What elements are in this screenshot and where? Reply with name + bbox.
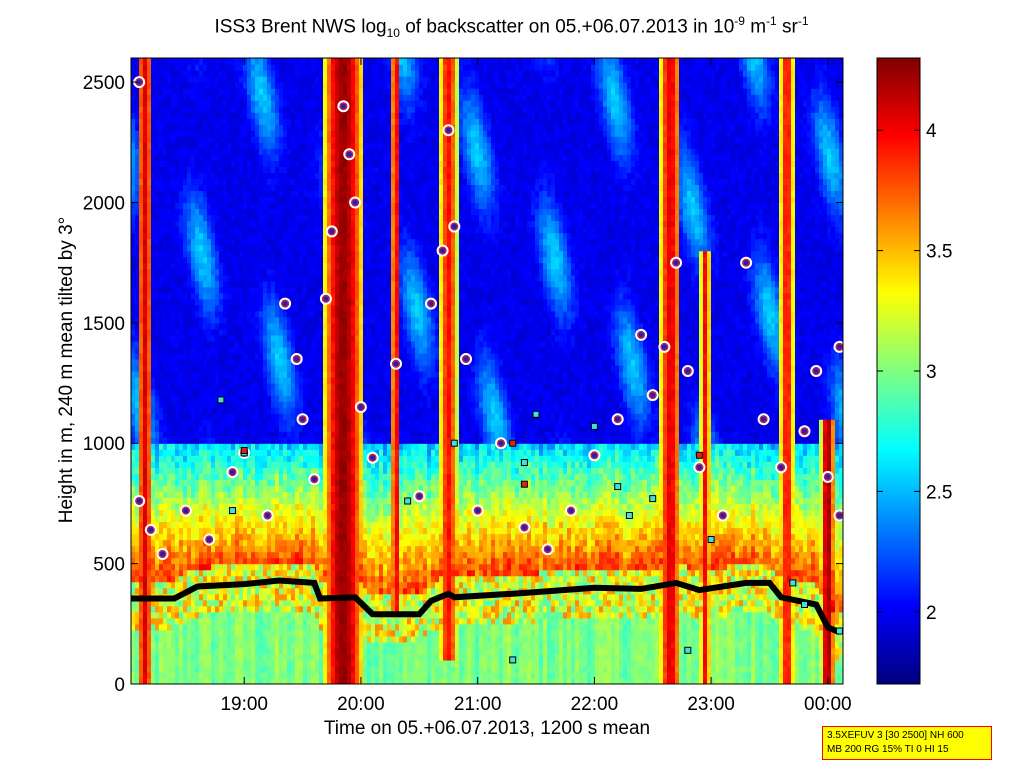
y-tick-label: 1000 [83,434,125,455]
x-tick-label: 23:00 [687,694,735,715]
cloud-flag-point [684,646,692,654]
aerosol-layer-series [133,76,843,560]
aerosol-layer-point-rim [368,453,377,462]
aerosol-layer-point-rim [462,355,470,363]
aerosol-layer-point-rim [543,545,552,554]
aerosol-layer-point-rim [147,526,155,534]
colorbar-tick-label: 2.5 [926,482,952,503]
aerosol-layer-point-rim [823,473,832,481]
aerosol-layer-point-rim [292,355,301,363]
aerosol-layer-point-rim [648,391,657,399]
x-axis-label: Time on 05.+06.07.2013, 1200 s mean [323,718,651,739]
info-line-1: 3.5XEFUV 3 [30 2500] NH 600 [827,730,964,741]
aerosol-layer-point-rim [438,246,447,255]
cloud-flag-point [649,495,657,503]
cloud-flag-point [532,410,540,418]
cloud-flag-point [836,627,843,635]
x-tick-label: 19:00 [220,694,268,715]
noise-flag-point [695,451,703,459]
aerosol-layer-point-rim [812,367,821,375]
mixing-layer-series [131,577,841,635]
aerosol-layer-point-rim [683,367,692,375]
mixing-layer-line [131,577,841,635]
cloud-flag-point [404,497,412,505]
colorbar [876,57,921,685]
aerosol-layer-point-rim [205,535,214,544]
aerosol-layer-point-rim [660,343,669,351]
y-tick-label: 2500 [83,73,125,94]
aerosol-layer-point-rim [613,415,622,424]
cloud-flag-point [707,536,715,543]
aerosol-layer-point-rim [263,511,272,520]
aerosol-layer-point-rim [444,126,453,135]
x-tick-label: 00:00 [804,694,852,715]
noise-flag-point [240,447,248,454]
aerosol-layer-point-rim [777,463,785,472]
x-tick-label: 20:00 [337,694,385,715]
cloud-flag-point [520,459,528,466]
aerosol-layer-point-rim [135,497,144,505]
aerosol-layer-point-rim [742,258,750,267]
settings-info-box: 3.5XEFUV 3 [30 2500] NH 600 MB 200 RG 15… [822,726,992,760]
aerosol-layer-point-rim [158,550,167,558]
aerosol-layer-point-rim [473,506,482,515]
aerosol-layer-point-rim [520,523,529,532]
aerosol-layer-point-rim [298,415,307,424]
colorbar-tick-label: 3.5 [926,242,952,263]
aerosol-layer-point-rim [322,294,330,303]
aerosol-layer-point-rim [281,299,289,308]
y-tick-label: 1500 [83,314,125,335]
y-tick-label: 2000 [83,193,125,214]
cloud-flag-point [614,483,622,491]
cloud-flag-point [590,422,598,430]
y-tick-label: 500 [93,555,125,576]
colorbar-ticks: 2 2.5 3 3.5 4 [877,121,952,624]
aerosol-layer-point-rim [497,439,505,448]
aerosol-layer-point-rim [672,258,680,267]
colorbar-tick-label: 2 [926,603,937,624]
aerosol-layer-point-rim [345,150,354,159]
aerosol-layer-point-rim [567,506,575,515]
aerosol-layer-point-rim [427,299,435,308]
aerosol-layer-point-rim [182,506,190,515]
plot-frame [130,57,844,685]
info-line-2: MB 200 RG 15% TI 0 HI 15 [827,744,949,755]
colorbar-tick-label: 4 [926,121,937,142]
aerosol-layer-point-rim [450,222,459,231]
axis-ticks: 19:00 20:00 21:00 22:00 23:00 00:00 0 500 1000 15… [83,58,852,715]
aerosol-layer-point-rim [415,492,424,501]
aerosol-layer-point-rim [327,227,336,236]
aerosol-layer-point-rim [800,427,809,436]
aerosol-layer-point-rim [357,403,365,411]
cloud-flag-point [625,512,633,519]
aerosol-layer-point-rim [339,102,348,111]
aerosol-layer-point-rim [637,331,645,339]
aerosol-layer-point-rim [228,468,237,476]
x-tick-label: 22:00 [571,694,619,715]
aerosol-layer-point-rim [392,359,400,368]
colorbar-tick-label: 3 [926,362,937,383]
aerosol-layer-point-rim [759,415,768,424]
y-tick-label: 0 [114,675,125,696]
noise-flag-point [509,439,517,447]
chart-title: ISS3 Brent NWS log10 of backscatter on 0… [214,14,809,41]
aerosol-layer-point-rim [351,198,359,207]
cloud-flag-point [450,439,458,447]
cloud-flag-point [801,601,808,608]
noise-flag-point [520,480,528,488]
cloud-flag-point [229,507,236,515]
cloud-flag-point [789,579,797,587]
cloud-flag-series [217,396,843,664]
x-tick-label: 21:00 [454,694,502,715]
aerosol-layer-point-rim [695,463,704,472]
aerosol-layer-point-rim [310,475,319,484]
aerosol-layer-point-rim [718,511,727,520]
aerosol-layer-point-rim [590,451,599,460]
cloud-flag-point [509,656,517,664]
cloud-flag-point [217,396,225,404]
heatmap-layer [131,58,843,684]
